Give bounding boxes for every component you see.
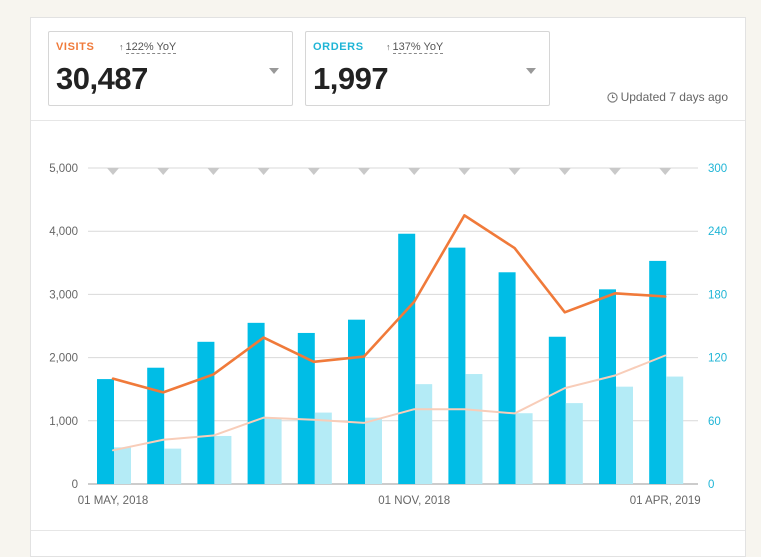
- y-tick-label-right: 0: [708, 479, 714, 491]
- arrow-up-icon: ↑: [119, 42, 124, 52]
- bar-visits-previous: [214, 435, 232, 484]
- y-tick-label-right: 60: [708, 416, 721, 428]
- bar-visits-previous: [666, 376, 684, 484]
- visits-orders-chart: 0 1,000 2,000 3,000 4,000 5,000 0 60 120 180 240 30…: [49, 163, 727, 507]
- bar-visits: [97, 379, 114, 484]
- chevron-down-icon[interactable]: [526, 68, 536, 74]
- bar-visits: [247, 322, 265, 484]
- bar-visits-previous: [565, 403, 583, 484]
- y-tick-label-right: 180: [708, 289, 727, 301]
- annotation-marker: [257, 168, 270, 175]
- chevron-down-icon[interactable]: [269, 68, 279, 74]
- annotation-marker: [659, 168, 672, 175]
- visits-label: VISITS: [56, 41, 95, 53]
- updated-status: Updated 7 days ago: [606, 90, 728, 104]
- annotation-marker: [107, 168, 119, 175]
- y-tick-label-left: 2,000: [49, 353, 78, 365]
- bar-visits: [297, 332, 315, 484]
- annotation-marker: [558, 168, 571, 175]
- orders-metric-selector[interactable]: ORDERS ↑ 137% YoY 1,997: [305, 31, 550, 106]
- bar-visits: [398, 233, 416, 484]
- annotation-marker: [408, 168, 421, 175]
- bar-visits-previous: [365, 417, 382, 484]
- clock-icon: [606, 92, 618, 103]
- bar-visits-previous: [465, 374, 483, 484]
- orders-label: ORDERS: [313, 41, 364, 53]
- bar-visits-previous: [164, 448, 182, 484]
- x-tick-label: 01 APR, 2019: [630, 495, 701, 507]
- x-tick-label: 01 MAY, 2018: [78, 495, 149, 507]
- y-tick-label-right: 240: [708, 226, 727, 238]
- bar-visits: [197, 341, 215, 484]
- y-tick-label-left: 5,000: [49, 163, 78, 175]
- visits-yoy-text: 122% YoY: [125, 41, 177, 54]
- annotation-marker: [458, 168, 471, 175]
- bar-visits: [649, 260, 667, 484]
- bar-visits-previous: [264, 418, 282, 484]
- bar-visits: [448, 247, 466, 484]
- divider: [31, 530, 745, 531]
- y-tick-label-left: 1,000: [49, 416, 78, 428]
- updated-text: Updated 7 days ago: [620, 90, 728, 104]
- x-tick-label: 01 NOV, 2018: [378, 495, 450, 507]
- bar-visits-previous: [616, 386, 633, 484]
- annotation-marker: [207, 168, 220, 175]
- annotation-marker: [307, 168, 320, 175]
- bar-visits: [548, 336, 566, 484]
- bar-visits: [599, 289, 616, 484]
- arrow-up-icon: ↑: [386, 42, 391, 52]
- y-tick-label-left: 3,000: [49, 289, 78, 301]
- bar-visits-previous: [314, 412, 332, 484]
- bar-visits-previous: [515, 413, 533, 484]
- bar-visits: [348, 319, 365, 484]
- visits-value: 30,487: [56, 61, 148, 96]
- orders-value: 1,997: [313, 61, 389, 96]
- orders-yoy[interactable]: ↑ 137% YoY: [386, 41, 444, 54]
- annotation-marker: [508, 168, 521, 175]
- visits-metric-selector[interactable]: VISITS ↑ 122% YoY 30,487: [48, 31, 293, 106]
- visits-yoy[interactable]: ↑ 122% YoY: [119, 41, 177, 54]
- y-tick-label-left: 0: [72, 479, 78, 491]
- y-tick-label-left: 4,000: [49, 226, 78, 238]
- card-header: VISITS ↑ 122% YoY 30,487 ORDERS ↑ 137% YoY…: [31, 18, 745, 121]
- y-tick-label-right: 300: [708, 163, 727, 175]
- orders-yoy-text: 137% YoY: [392, 41, 444, 54]
- annotation-marker: [609, 168, 621, 175]
- annotation-marker: [157, 168, 170, 175]
- bar-visits: [147, 367, 165, 484]
- line-orders-previous: [112, 354, 667, 452]
- line-orders: [111, 214, 667, 394]
- bar-visits-previous: [415, 384, 433, 484]
- y-tick-label-right: 120: [708, 353, 727, 365]
- annotation-marker: [358, 168, 370, 175]
- bar-visits: [498, 272, 516, 484]
- bar-visits-previous: [114, 447, 131, 484]
